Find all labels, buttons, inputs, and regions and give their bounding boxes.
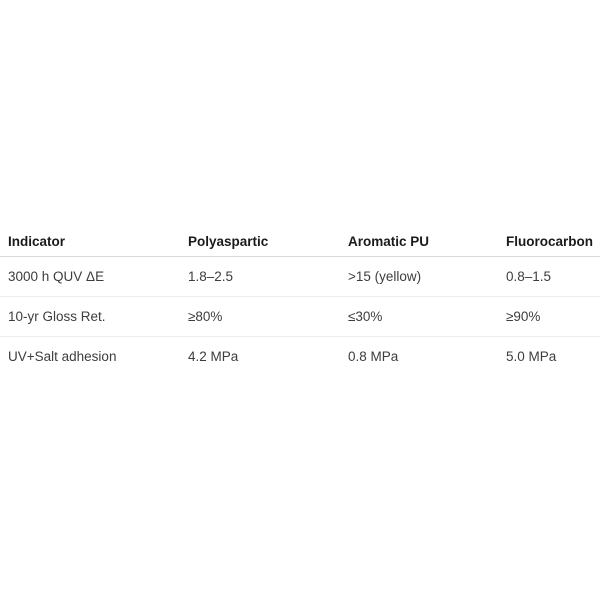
table-row: 3000 h QUV ΔE 1.8–2.5 >15 (yellow) 0.8–1.5 [0, 256, 600, 297]
value-cell: 1.8–2.5 [188, 256, 348, 297]
coating-comparison-table: Indicator Polyaspartic Aromatic PU Fluoroca… [0, 228, 600, 376]
table-header-row: Indicator Polyaspartic Aromatic PU Fluoroca… [0, 228, 600, 257]
value-cell: 0.8–1.5 [506, 256, 600, 297]
table-body: 3000 h QUV ΔE 1.8–2.5 >15 (yellow) 0.8–1.5 1… [0, 256, 600, 377]
column-header-fluorocarbon: Fluorocarbon [506, 228, 600, 257]
value-cell: >15 (yellow) [348, 256, 506, 297]
column-header-aromatic-pu: Aromatic PU [348, 228, 506, 257]
row-label-cell: UV+Salt adhesion [8, 349, 117, 364]
value-cell: ≥90% [506, 296, 600, 337]
value-cell: 4.2 MPa [188, 349, 239, 364]
table-row: 10-yr Gloss Ret. ≥80% ≤30% ≥90% [0, 296, 600, 337]
row-label-cell: 3000 h QUV ΔE [0, 256, 188, 297]
value-cell: 0.8 MPa [348, 349, 399, 364]
table-row: UV+Salt adhesion 4.2 MPa 0.8 MPa 5.0 MPa [0, 337, 600, 377]
column-header-indicator: Indicator [0, 228, 188, 257]
value-cell: ≥80% [188, 296, 348, 337]
value-cell: 5.0 MPa [506, 349, 557, 364]
value-cell: ≤30% [348, 296, 506, 337]
row-label-cell: 10-yr Gloss Ret. [0, 296, 188, 337]
column-header-polyaspartic: Polyaspartic [188, 228, 348, 257]
